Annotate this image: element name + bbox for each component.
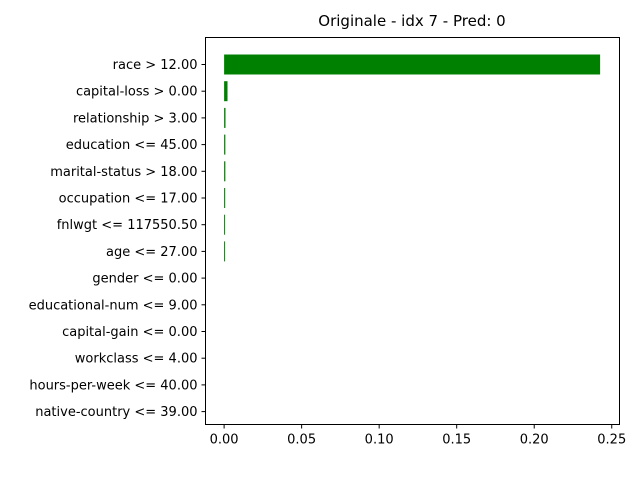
- y-ticks-group: race > 12.00 capital-loss > 0.00 relations…: [29, 58, 206, 420]
- y-tick-label: native-country <= 39.00: [35, 405, 197, 420]
- bar: [224, 214, 226, 235]
- x-tick-label: 0.05: [287, 433, 316, 448]
- y-tick-label: fnlwgt <= 117550.50: [57, 218, 198, 233]
- y-tick-label: gender <= 0.00: [92, 272, 197, 287]
- y-tick-label: capital-gain <= 0.00: [62, 325, 197, 340]
- y-tick-label: educational-num <= 9.00: [29, 298, 198, 313]
- x-tick-label: 0.00: [210, 433, 239, 448]
- y-tick-label: marital-status > 18.00: [50, 165, 197, 180]
- x-tick-label: 0.15: [442, 433, 471, 448]
- bar: [224, 81, 228, 102]
- y-tick-label: workclass <= 4.00: [75, 352, 198, 367]
- y-tick-label: relationship > 3.00: [73, 111, 198, 126]
- y-tick-label: occupation <= 17.00: [59, 192, 198, 207]
- bar: [224, 161, 226, 182]
- bar: [224, 107, 226, 128]
- plot-frame: [205, 37, 620, 425]
- x-tick-label: 0.10: [365, 433, 394, 448]
- x-tick-label: 0.20: [520, 433, 549, 448]
- bar: [224, 241, 226, 262]
- bar: [224, 54, 601, 75]
- x-tick-label: 0.25: [597, 433, 626, 448]
- chart-title: Originale - idx 7 - Pred: 0: [318, 12, 505, 30]
- bar: [224, 134, 226, 155]
- y-tick-label: race > 12.00: [113, 58, 198, 73]
- y-tick-label: education <= 45.00: [66, 138, 198, 153]
- bar: [224, 188, 226, 208]
- y-tick-label: age <= 27.00: [106, 245, 197, 260]
- bars-group: [224, 54, 601, 262]
- x-ticks-group: 0.00 0.05 0.10 0.15 0.20 0.25: [210, 424, 626, 448]
- y-tick-label: capital-loss > 0.00: [76, 85, 198, 100]
- y-tick-label: hours-per-week <= 40.00: [29, 378, 197, 393]
